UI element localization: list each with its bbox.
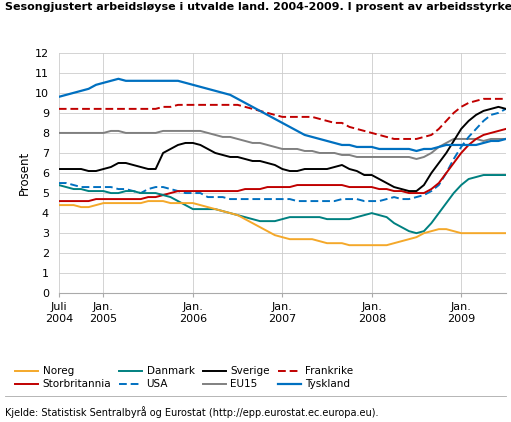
Y-axis label: Prosent: Prosent [18,151,31,195]
Legend: Noreg, Storbritannia, Danmark, USA, Sverige, EU15, Frankrike, Tyskland: Noreg, Storbritannia, Danmark, USA, Sver… [15,366,353,390]
Text: Kjelde: Statistisk Sentralbyrå og Eurostat (http://epp.eurostat.ec.europa.eu).: Kjelde: Statistisk Sentralbyrå og Eurost… [5,406,379,418]
Text: Sesongjustert arbeidsløyse i utvalde land. 2004-2009. I prosent av arbeidsstyrke: Sesongjustert arbeidsløyse i utvalde lan… [5,2,511,12]
